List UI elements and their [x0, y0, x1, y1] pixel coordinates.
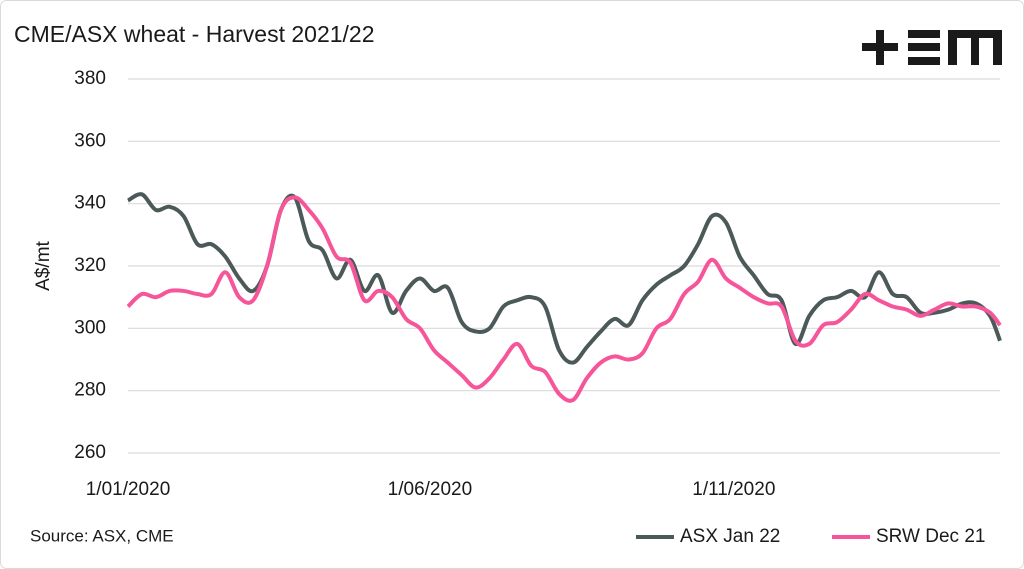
x-tick-label: 1/11/2020	[692, 479, 775, 500]
logo	[862, 30, 1002, 65]
y-tick-label: 280	[74, 380, 106, 401]
y-tick-label: 300	[74, 317, 106, 338]
y-tick-label: 380	[74, 68, 106, 89]
legend: ASX Jan 22 SRW Dec 21	[636, 526, 985, 547]
x-tick-label: 1/06/2020	[388, 479, 473, 500]
y-tick-label: 260	[74, 442, 106, 463]
source-note: Source: ASX, CME	[30, 526, 174, 545]
y-axis-label: A$/mt	[33, 240, 54, 290]
y-tick-label: 360	[74, 130, 106, 151]
x-tick-label: 1/01/2020	[86, 479, 171, 500]
y-tick-label: 320	[74, 255, 106, 276]
chart-title: CME/ASX wheat - Harvest 2021/22	[14, 21, 375, 47]
legend-label: ASX Jan 22	[680, 526, 780, 547]
y-tick-label: 340	[74, 193, 106, 214]
series-line	[126, 195, 1002, 403]
legend-label: SRW Dec 21	[876, 526, 985, 547]
